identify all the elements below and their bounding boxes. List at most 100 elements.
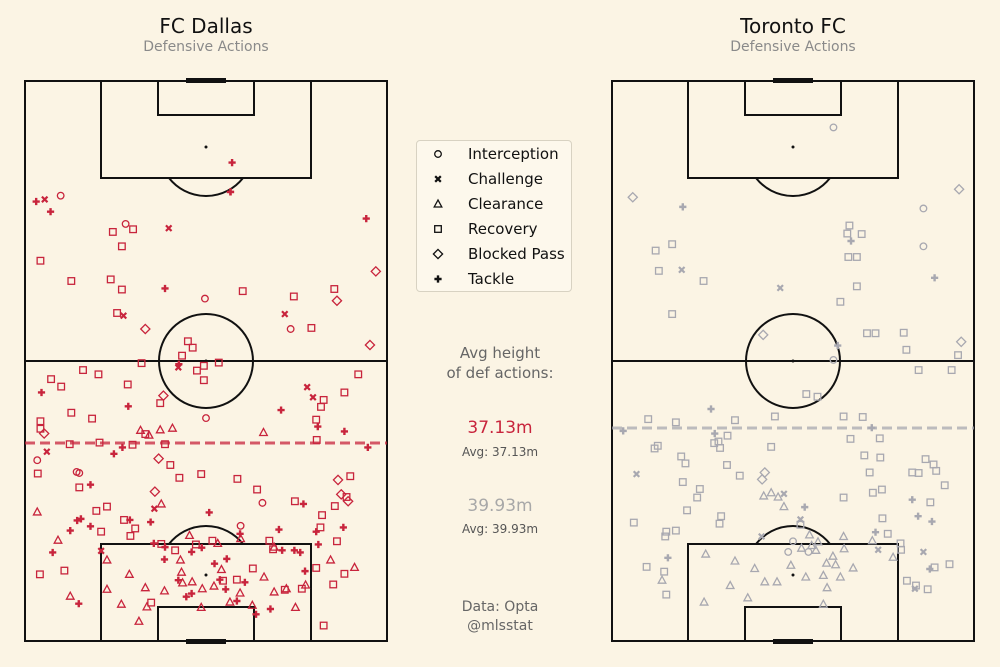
marker-tackle <box>226 188 235 196</box>
marker-tackle <box>118 443 127 451</box>
top-penalty-spot <box>791 145 795 149</box>
chart-subtitle-fc-dallas: Defensive Actions <box>143 39 269 55</box>
marker-recovery <box>717 512 726 521</box>
dallas-avg-value: 37.13m <box>467 418 533 438</box>
marker-clearance <box>818 570 829 580</box>
bottom-penalty-box <box>100 543 312 642</box>
marker-recovery <box>67 277 76 285</box>
marker-interception <box>75 469 84 477</box>
avg-height-heading: Avg height of def actions: <box>400 343 600 383</box>
marker-tackle <box>161 284 169 293</box>
marker-tackle <box>32 197 40 206</box>
marker-recovery <box>106 275 115 284</box>
marker-recovery <box>316 523 325 532</box>
marker-recovery <box>178 351 186 360</box>
marker-recovery <box>921 455 930 464</box>
marker-recovery <box>677 452 686 461</box>
marker-blocked-pass <box>342 495 354 507</box>
marker-recovery <box>330 502 339 511</box>
marker-interception <box>919 242 928 251</box>
marker-recovery <box>199 361 208 370</box>
marker-tackle <box>834 341 842 350</box>
marker-clearance <box>235 587 245 597</box>
marker-interception <box>829 355 838 364</box>
marker-recovery <box>860 451 869 460</box>
marker-clearance <box>818 598 829 608</box>
bottom-penalty-spot <box>791 573 795 577</box>
marker-tackle <box>278 546 286 554</box>
marker-recovery <box>653 441 662 450</box>
marker-recovery <box>902 576 911 585</box>
marker-recovery <box>715 519 724 528</box>
marker-clearance <box>209 580 219 590</box>
marker-tackle <box>188 548 196 556</box>
marker-recovery <box>47 375 56 384</box>
marker-tackle <box>241 578 249 586</box>
marker-clearance <box>167 422 178 432</box>
marker-tackle <box>174 576 182 584</box>
marker-clearance <box>785 559 796 569</box>
marker-clearance <box>730 555 740 565</box>
marker-recovery <box>312 563 321 572</box>
marker-recovery <box>661 532 670 541</box>
dallas-avg-sub: Avg: 37.13m <box>461 445 539 459</box>
marker-challenge <box>632 470 641 478</box>
marker-challenge <box>874 546 882 554</box>
marker-tackle <box>150 539 158 547</box>
marker-recovery <box>265 536 274 545</box>
marker-recovery <box>710 439 719 448</box>
marker-recovery <box>113 309 122 317</box>
marker-blocked-pass <box>953 183 965 195</box>
marker-tackle <box>223 555 231 563</box>
marker-recovery <box>248 564 257 573</box>
marker-recovery <box>629 518 638 527</box>
marker-clearance <box>216 564 227 574</box>
marker-clearance <box>281 583 292 593</box>
marker-clearance <box>290 602 301 612</box>
marker-blocked-pass <box>370 265 382 277</box>
avg-height-heading-line1: Avg height <box>459 344 541 362</box>
marker-clearance <box>116 598 127 608</box>
marker-recovery <box>877 485 886 494</box>
marker-clearance <box>657 574 667 584</box>
marker-challenge <box>758 532 766 541</box>
marker-blocked-pass <box>149 486 161 498</box>
marker-tackle <box>228 159 236 167</box>
marker-recovery <box>945 560 954 569</box>
toronto-avg-value: 39.93m <box>467 496 533 516</box>
marker-recovery <box>693 493 702 502</box>
bottom-penalty-box <box>687 543 899 642</box>
marker-clearance <box>779 501 789 511</box>
marker-recovery <box>731 416 739 425</box>
marker-tackle <box>37 388 46 397</box>
pitch-fc-dallas <box>24 78 388 644</box>
marker-recovery <box>233 474 242 483</box>
marker-recovery <box>340 569 349 578</box>
marker-interception <box>258 498 267 507</box>
centre-spot <box>791 359 795 363</box>
legend-marker-challenge <box>434 175 442 183</box>
marker-tackle <box>66 527 74 535</box>
legend-marker-tackle <box>434 275 442 283</box>
top-penalty-box <box>687 80 899 179</box>
marker-recovery <box>923 585 932 594</box>
marker-recovery <box>668 240 677 249</box>
marker-recovery <box>319 395 328 404</box>
marker-recovery <box>940 481 949 490</box>
marker-tackle <box>314 423 322 431</box>
marker-recovery <box>199 376 208 385</box>
marker-clearance <box>759 576 770 586</box>
marker-interception <box>789 537 797 546</box>
marker-clearance <box>773 491 783 501</box>
marker-clearance <box>821 557 832 567</box>
marker-interception <box>804 547 813 556</box>
legend-label-blocked-pass: Blocked Pass <box>468 245 565 263</box>
marker-recovery <box>770 412 779 421</box>
marker-recovery <box>137 359 146 368</box>
bottom-penalty-spot <box>204 573 208 577</box>
marker-clearance <box>828 550 838 560</box>
marker-recovery <box>280 585 289 594</box>
marker-recovery <box>929 460 938 469</box>
marker-interception <box>56 191 65 200</box>
marker-recovery <box>318 511 327 520</box>
